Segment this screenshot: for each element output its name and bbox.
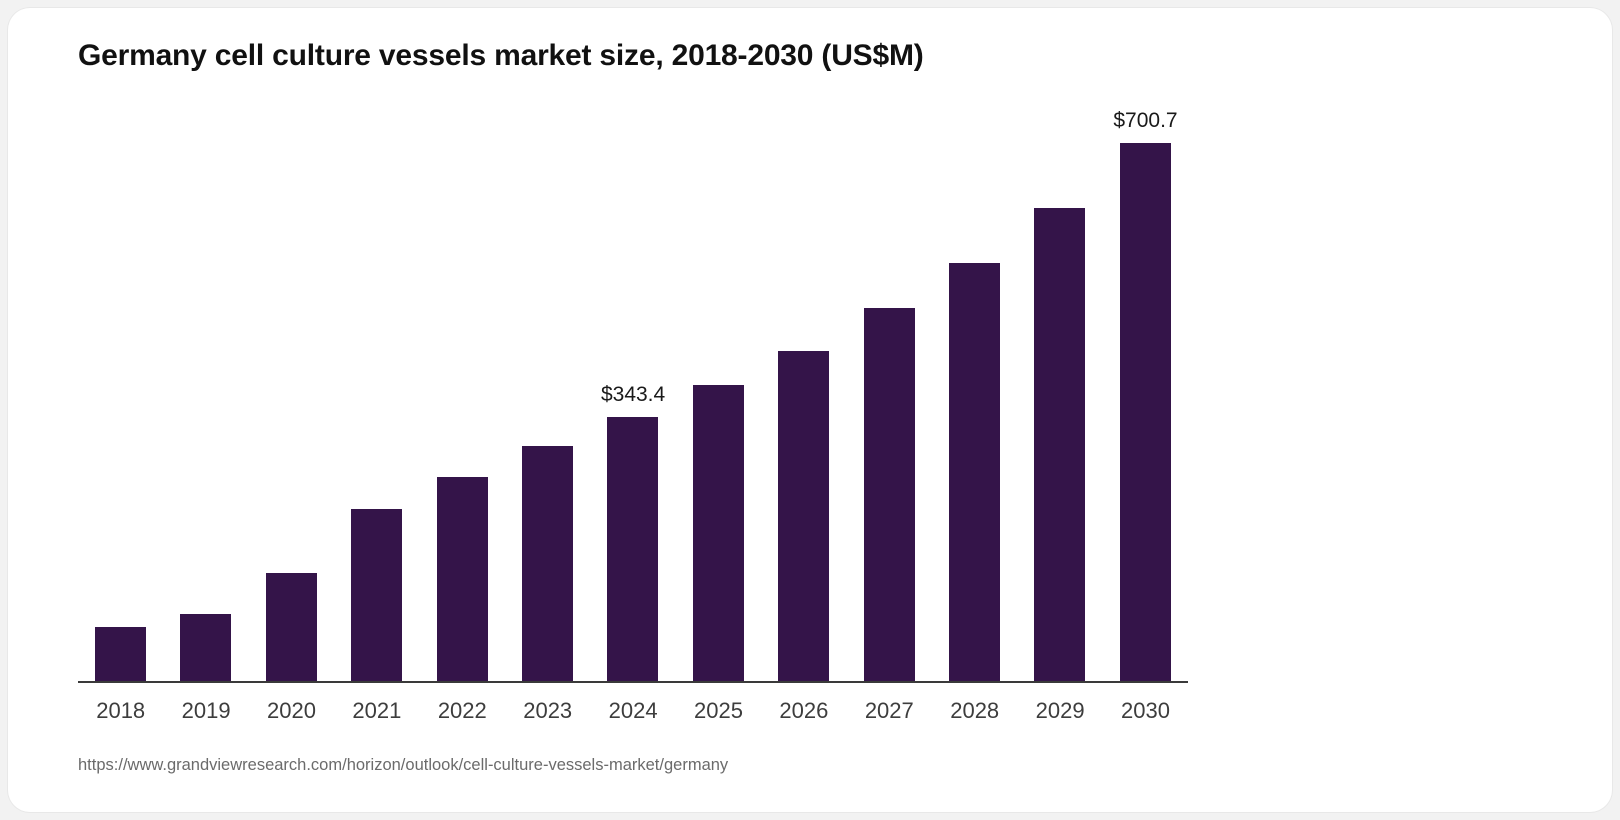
bar-slot bbox=[505, 100, 590, 681]
bar-slot bbox=[249, 100, 334, 681]
x-axis-tick-labels: 2018 2019 2020 2021 2022 2023 2024 2025 2026 2027… bbox=[78, 698, 1188, 728]
bar-2028[interactable] bbox=[949, 263, 1000, 681]
bar-slot bbox=[932, 100, 1017, 681]
x-tick-2025: 2025 bbox=[694, 698, 743, 723]
bar-2018[interactable] bbox=[95, 627, 146, 681]
bar-slot: $700.7 bbox=[1103, 100, 1188, 681]
plot-area: $343.4 $700.7 bbox=[78, 100, 1188, 683]
x-tick-2024: 2024 bbox=[608, 698, 658, 723]
bar-slot bbox=[163, 100, 248, 681]
bar-slot bbox=[847, 100, 932, 681]
x-tick-2028: 2028 bbox=[950, 698, 1000, 723]
bar-2021[interactable] bbox=[351, 509, 403, 681]
bar-2023[interactable] bbox=[522, 446, 573, 681]
source-url-link[interactable]: https://www.grandviewresearch.com/horizo… bbox=[78, 756, 729, 774]
x-tick-2027: 2027 bbox=[864, 698, 914, 723]
bar-2024[interactable] bbox=[607, 417, 659, 681]
bar-2020[interactable] bbox=[265, 573, 317, 681]
bar-slot bbox=[761, 100, 846, 681]
bar-2019[interactable] bbox=[180, 614, 232, 681]
bar-2022[interactable] bbox=[436, 477, 488, 681]
page-title: Germany cell culture vessels market size… bbox=[78, 39, 924, 72]
bar-2025[interactable] bbox=[692, 385, 744, 681]
x-tick-2021: 2021 bbox=[352, 698, 402, 723]
bar-2026[interactable] bbox=[778, 351, 830, 681]
x-tick-2018: 2018 bbox=[96, 698, 146, 723]
bar-slot bbox=[420, 100, 505, 681]
bar-slot bbox=[676, 100, 761, 681]
bar-2027[interactable] bbox=[863, 308, 915, 681]
x-tick-2019: 2019 bbox=[181, 698, 231, 723]
x-tick-2030: 2030 bbox=[1121, 698, 1170, 723]
bar-2029[interactable] bbox=[1034, 208, 1086, 681]
bar-slot: $343.4 bbox=[590, 100, 675, 681]
bar-slot bbox=[334, 100, 419, 681]
bar-slot bbox=[1017, 100, 1102, 681]
x-tick-2020: 2020 bbox=[267, 698, 316, 723]
x-tick-2026: 2026 bbox=[779, 698, 829, 723]
bar-slot bbox=[78, 100, 163, 681]
x-tick-2029: 2029 bbox=[1035, 698, 1085, 723]
bar-value-label-2024: $343.4 bbox=[600, 383, 666, 406]
bar-value-label-2030: $700.7 bbox=[1113, 109, 1178, 132]
x-tick-2022: 2022 bbox=[437, 698, 487, 723]
bar-2030[interactable] bbox=[1119, 143, 1171, 681]
x-tick-2023: 2023 bbox=[523, 698, 573, 723]
chart-card: Germany cell culture vessels market size… bbox=[8, 8, 1612, 812]
bar-series: $343.4 $700.7 bbox=[78, 100, 1188, 681]
x-axis-line bbox=[78, 681, 1188, 683]
